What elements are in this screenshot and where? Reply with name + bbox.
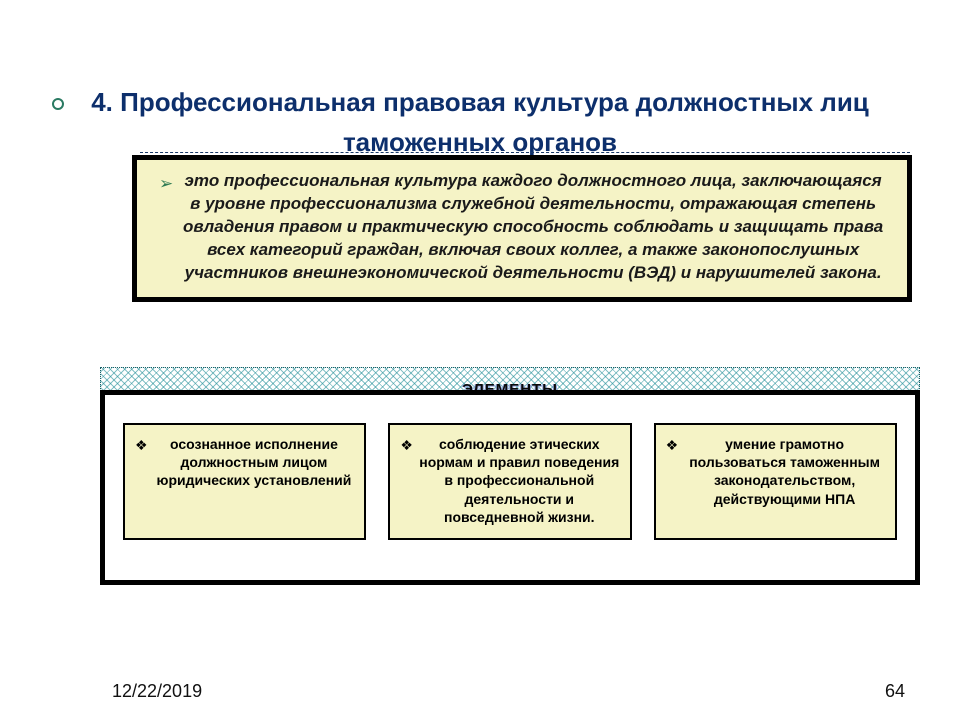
element-1-row: ❖ осознанное исполнение должностным лицо… [135, 435, 354, 490]
element-2-row: ❖ соблюдение этических нормам и правил п… [400, 435, 619, 526]
arrow-bullet-icon: ➢ [159, 174, 173, 285]
footer-date: 12/22/2019 [112, 681, 202, 702]
element-box-3: ❖ умение грамотно пользоваться таможенны… [654, 423, 897, 540]
element-box-1: ❖ осознанное исполнение должностным лицо… [123, 423, 366, 540]
diamond-bullet-icon: ❖ [400, 437, 413, 526]
definition-text: это профессиональная культура каждого до… [181, 170, 885, 285]
element-3-row: ❖ умение грамотно пользоваться таможенны… [666, 435, 885, 508]
element-3-text: умение грамотно пользоваться таможенным … [684, 435, 885, 508]
decorative-dashed-rule [140, 152, 910, 153]
diamond-bullet-icon: ❖ [666, 437, 679, 508]
slide-title: 4. Профессиональная правовая культура до… [60, 80, 900, 160]
footer-page-number: 64 [885, 681, 905, 702]
slide: 4. Профессиональная правовая культура до… [0, 0, 960, 720]
element-box-2: ❖ соблюдение этических нормам и правил п… [388, 423, 631, 540]
definition-box: ➢ это профессиональная культура каждого … [132, 155, 912, 302]
elements-container: ❖ осознанное исполнение должностным лицо… [100, 390, 920, 585]
definition-bullet-row: ➢ это профессиональная культура каждого … [159, 170, 885, 285]
title-bullet-circle [52, 98, 64, 110]
diamond-bullet-icon: ❖ [135, 437, 148, 490]
element-2-text: соблюдение этических нормам и правил пов… [419, 435, 620, 526]
element-1-text: осознанное исполнение должностным лицом … [154, 435, 355, 490]
slide-title-text: 4. Профессиональная правовая культура до… [91, 87, 869, 157]
